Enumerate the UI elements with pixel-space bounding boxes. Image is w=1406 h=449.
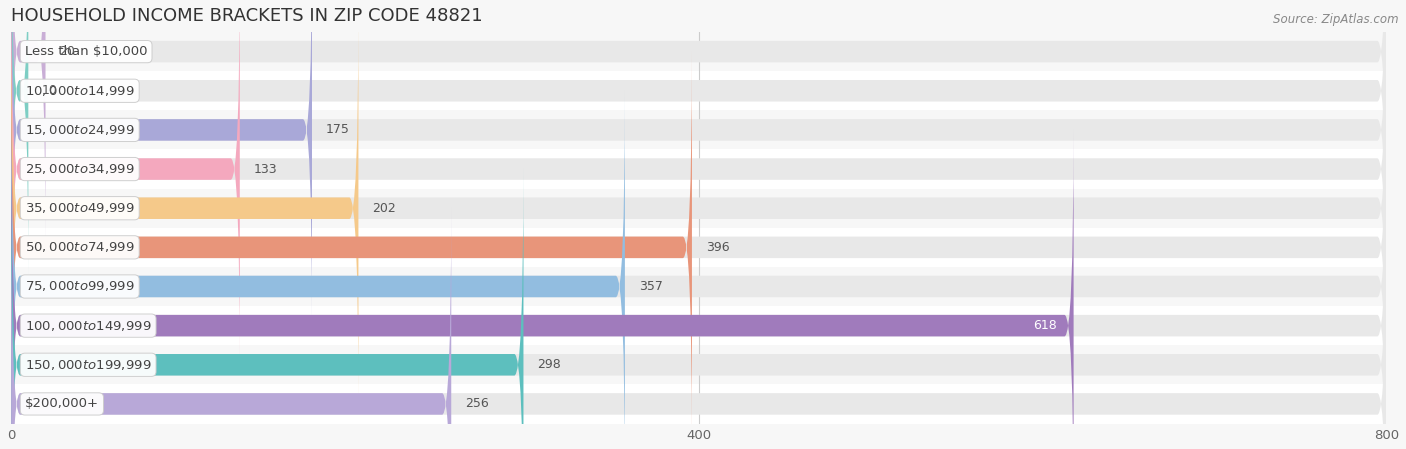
Text: $75,000 to $99,999: $75,000 to $99,999 — [25, 279, 135, 294]
Text: $50,000 to $74,999: $50,000 to $74,999 — [25, 240, 135, 254]
Text: 175: 175 — [326, 123, 350, 136]
FancyBboxPatch shape — [11, 0, 45, 248]
Text: $10,000 to $14,999: $10,000 to $14,999 — [25, 84, 135, 98]
Text: 20: 20 — [59, 45, 75, 58]
Text: $25,000 to $34,999: $25,000 to $34,999 — [25, 162, 135, 176]
Text: 618: 618 — [1032, 319, 1056, 332]
Text: $15,000 to $24,999: $15,000 to $24,999 — [25, 123, 135, 137]
FancyBboxPatch shape — [11, 0, 1386, 287]
FancyBboxPatch shape — [11, 0, 1386, 326]
FancyBboxPatch shape — [11, 0, 28, 276]
FancyBboxPatch shape — [11, 51, 1386, 444]
Text: 298: 298 — [537, 358, 561, 371]
Text: 10: 10 — [42, 84, 58, 97]
FancyBboxPatch shape — [11, 150, 1386, 189]
Text: $150,000 to $199,999: $150,000 to $199,999 — [25, 358, 152, 372]
Text: $35,000 to $49,999: $35,000 to $49,999 — [25, 201, 135, 215]
FancyBboxPatch shape — [11, 208, 451, 449]
FancyBboxPatch shape — [11, 90, 1386, 449]
Text: Source: ZipAtlas.com: Source: ZipAtlas.com — [1274, 13, 1399, 26]
FancyBboxPatch shape — [11, 0, 240, 365]
Text: $200,000+: $200,000+ — [25, 397, 98, 410]
FancyBboxPatch shape — [11, 0, 312, 326]
FancyBboxPatch shape — [11, 71, 1386, 110]
Text: $100,000 to $149,999: $100,000 to $149,999 — [25, 319, 152, 333]
FancyBboxPatch shape — [11, 208, 1386, 449]
Text: 357: 357 — [638, 280, 662, 293]
FancyBboxPatch shape — [11, 129, 1386, 449]
Text: HOUSEHOLD INCOME BRACKETS IN ZIP CODE 48821: HOUSEHOLD INCOME BRACKETS IN ZIP CODE 48… — [11, 7, 482, 25]
Text: 202: 202 — [373, 202, 396, 215]
FancyBboxPatch shape — [11, 129, 1074, 449]
FancyBboxPatch shape — [11, 384, 1386, 423]
Text: 396: 396 — [706, 241, 730, 254]
FancyBboxPatch shape — [11, 228, 1386, 267]
FancyBboxPatch shape — [11, 12, 359, 405]
FancyBboxPatch shape — [11, 169, 1386, 449]
Text: Less than $10,000: Less than $10,000 — [25, 45, 148, 58]
FancyBboxPatch shape — [11, 90, 624, 449]
FancyBboxPatch shape — [11, 306, 1386, 345]
Text: 256: 256 — [465, 397, 489, 410]
Text: 133: 133 — [253, 163, 277, 176]
FancyBboxPatch shape — [11, 12, 1386, 405]
FancyBboxPatch shape — [11, 0, 1386, 248]
FancyBboxPatch shape — [11, 169, 523, 449]
FancyBboxPatch shape — [11, 51, 692, 444]
FancyBboxPatch shape — [11, 0, 1386, 365]
